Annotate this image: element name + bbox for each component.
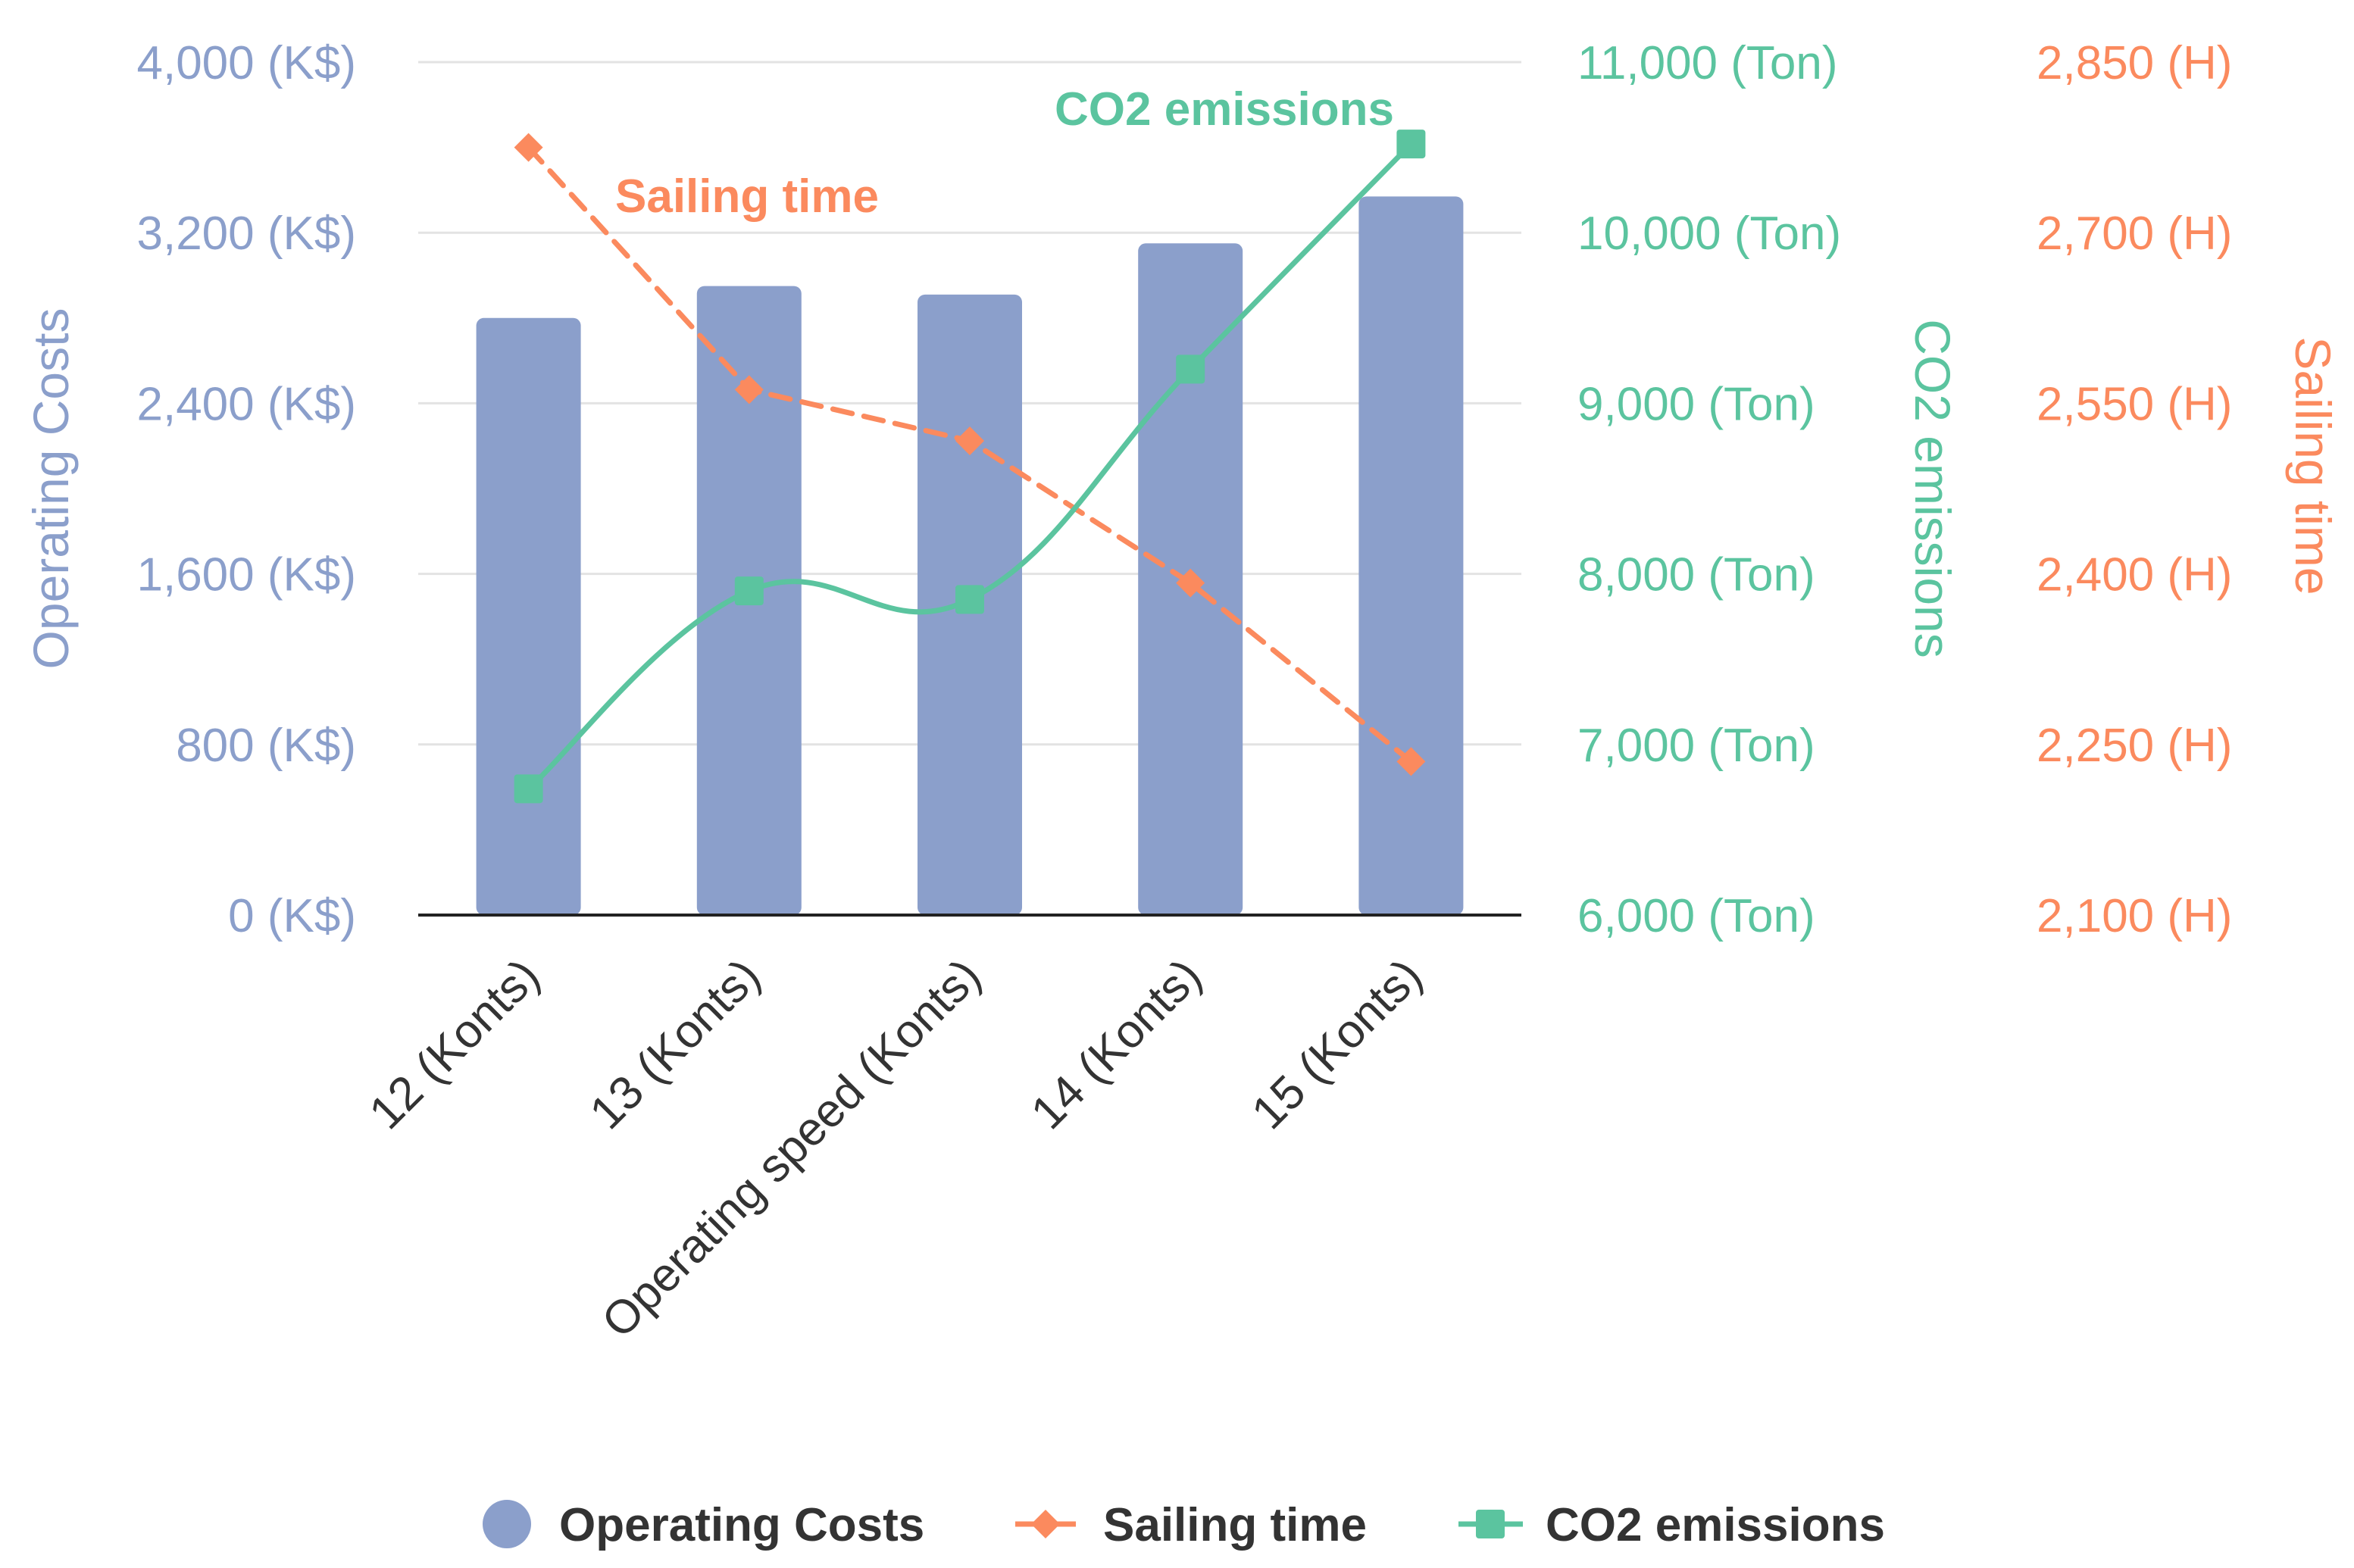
x-tick-label: 15 (Konts) (1242, 949, 1432, 1139)
point-sailing-time (955, 426, 984, 455)
left-axis-tick-label: 0 (K$) (228, 890, 356, 942)
right-axis-sailing-tick-label: 2,700 (H) (2037, 208, 2232, 260)
left-axis-tick-label: 4,000 (K$) (136, 37, 356, 89)
point-sailing-time (734, 375, 764, 404)
right-axis-sailing-tick-label: 2,250 (H) (2037, 720, 2232, 772)
x-tick-label: 13 (Konts) (580, 949, 771, 1139)
annotation-co2-emissions: CO2 emissions (1055, 83, 1394, 136)
x-tick-label: Operating speed (Konts) (592, 949, 990, 1348)
right-axis-sailing-tick-label: 2,100 (H) (2037, 890, 2232, 942)
right-axis-sailing-tick-label: 2,550 (H) (2037, 378, 2232, 430)
right-axis-co2-tick-label: 8,000 (Ton) (1577, 549, 1815, 601)
point-sailing-time (514, 133, 543, 162)
bar-operating-costs (476, 317, 581, 915)
x-tick-label: 14 (Konts) (1021, 949, 1211, 1139)
point-co2-emissions (955, 585, 984, 614)
legend-sailing-time-icon (1031, 1510, 1060, 1538)
annotation-sailing-time: Sailing time (615, 170, 879, 223)
right-axis-co2-title: CO2 emissions (1905, 319, 1961, 657)
point-co2-emissions (1396, 130, 1426, 159)
legend-operating-costs-label: Operating Costs (559, 1499, 924, 1551)
left-axis-title: Operating Costs (23, 308, 79, 670)
right-axis-co2-tick-label: 7,000 (Ton) (1577, 720, 1815, 772)
right-axis-co2-tick-label: 10,000 (Ton) (1577, 208, 1841, 260)
right-axis-co2-tick-label: 11,000 (Ton) (1577, 37, 1838, 89)
point-sailing-time (1176, 568, 1205, 598)
point-sailing-time (1396, 747, 1426, 776)
bar-operating-costs (1358, 196, 1464, 916)
legend-operating-costs-icon (483, 1500, 531, 1548)
right-axis-co2-tick-label: 9,000 (Ton) (1577, 378, 1815, 430)
legend-co2-emissions-label: CO2 emissions (1546, 1499, 1885, 1551)
right-axis-sailing-title: Sailing time (2285, 336, 2341, 595)
right-axis-sailing-tick-label: 2,400 (H) (2037, 549, 2232, 601)
right-axis-sailing-tick-label: 2,850 (H) (2037, 37, 2232, 89)
legend-co2-emissions-icon (1476, 1510, 1505, 1538)
right-axis-co2-tick-label: 6,000 (Ton) (1577, 890, 1815, 942)
point-co2-emissions (1176, 355, 1205, 384)
left-axis-tick-label: 3,200 (K$) (136, 208, 356, 260)
left-axis-tick-label: 1,600 (K$) (136, 549, 356, 601)
point-co2-emissions (514, 774, 543, 804)
point-co2-emissions (734, 576, 764, 606)
left-axis-tick-label: 800 (K$) (176, 720, 356, 772)
left-axis-tick-label: 2,400 (K$) (136, 378, 356, 430)
legend-sailing-time-label: Sailing time (1103, 1499, 1367, 1551)
x-tick-label: 12 (Konts) (359, 949, 549, 1139)
